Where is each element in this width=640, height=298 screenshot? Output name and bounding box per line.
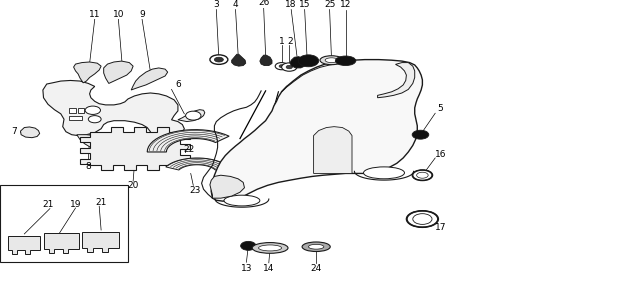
Polygon shape [20, 127, 40, 138]
Polygon shape [104, 61, 133, 83]
Text: 2: 2 [287, 37, 292, 46]
Ellipse shape [364, 167, 404, 179]
Text: 23: 23 [189, 186, 201, 195]
Text: 6: 6 [175, 80, 180, 89]
Polygon shape [77, 135, 134, 153]
Text: 10: 10 [113, 10, 124, 19]
Polygon shape [378, 63, 415, 98]
Polygon shape [211, 60, 422, 201]
Ellipse shape [282, 63, 297, 71]
Ellipse shape [186, 111, 201, 120]
Text: 18: 18 [285, 0, 297, 9]
Ellipse shape [279, 65, 284, 68]
Text: 14: 14 [263, 264, 275, 273]
Polygon shape [314, 127, 352, 173]
Polygon shape [80, 127, 190, 170]
Text: 17: 17 [435, 224, 446, 232]
Text: 3: 3 [214, 0, 219, 9]
Polygon shape [78, 108, 84, 113]
Polygon shape [232, 54, 246, 66]
Text: 8: 8 [86, 162, 91, 171]
Ellipse shape [412, 130, 429, 139]
Polygon shape [290, 57, 305, 68]
Text: 16: 16 [435, 150, 446, 159]
Ellipse shape [320, 56, 343, 65]
Text: 11: 11 [89, 10, 100, 19]
Polygon shape [74, 62, 101, 83]
Polygon shape [69, 108, 76, 113]
Ellipse shape [214, 57, 223, 62]
Text: 4: 4 [233, 0, 238, 9]
Text: 7: 7 [12, 127, 17, 136]
Text: 15: 15 [299, 0, 310, 9]
Ellipse shape [412, 170, 433, 181]
Ellipse shape [298, 55, 319, 67]
Ellipse shape [275, 63, 288, 70]
Text: 13: 13 [241, 264, 252, 273]
Text: 20: 20 [127, 181, 139, 190]
Polygon shape [43, 80, 184, 139]
Ellipse shape [241, 241, 256, 250]
Polygon shape [131, 68, 168, 90]
Ellipse shape [406, 211, 438, 227]
Text: 19: 19 [70, 200, 81, 209]
Polygon shape [210, 175, 244, 198]
Ellipse shape [252, 243, 288, 253]
Ellipse shape [85, 106, 100, 114]
Ellipse shape [88, 116, 101, 123]
Ellipse shape [417, 172, 428, 178]
Polygon shape [260, 55, 272, 66]
Polygon shape [147, 130, 229, 152]
FancyBboxPatch shape [0, 185, 128, 262]
Text: 25: 25 [324, 0, 335, 9]
Polygon shape [8, 236, 40, 254]
Polygon shape [69, 116, 82, 120]
Ellipse shape [325, 58, 338, 63]
Ellipse shape [224, 195, 260, 206]
Polygon shape [166, 158, 228, 170]
Ellipse shape [308, 244, 324, 249]
Ellipse shape [210, 55, 228, 64]
Text: 12: 12 [340, 0, 351, 9]
Text: 21: 21 [95, 198, 107, 207]
Ellipse shape [335, 56, 356, 66]
Text: 1: 1 [279, 37, 284, 46]
Text: 22: 22 [183, 145, 195, 154]
Text: 5: 5 [438, 104, 443, 113]
Text: 9: 9 [140, 10, 145, 19]
Ellipse shape [302, 242, 330, 252]
Ellipse shape [259, 245, 282, 251]
Text: 24: 24 [310, 264, 322, 273]
Polygon shape [178, 110, 205, 122]
Ellipse shape [286, 65, 292, 69]
Polygon shape [44, 233, 79, 253]
Text: 21: 21 [42, 200, 54, 209]
Polygon shape [82, 232, 119, 252]
Text: 26: 26 [258, 0, 269, 7]
Ellipse shape [413, 214, 432, 224]
